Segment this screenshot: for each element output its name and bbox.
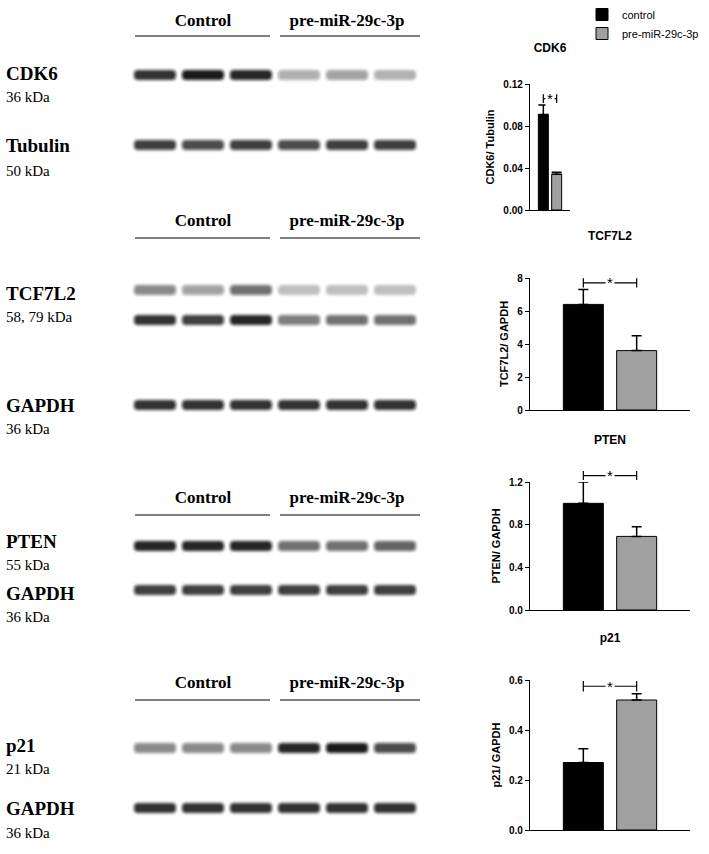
svg-text:21 kDa: 21 kDa [6,761,50,777]
svg-text:0.00: 0.00 [503,205,523,216]
svg-text:0.0: 0.0 [509,825,523,836]
svg-text:Control: Control [175,11,232,30]
svg-text:PTEN/ GAPDH: PTEN/ GAPDH [490,508,502,583]
svg-text:0: 0 [517,405,523,416]
svg-text:0.12: 0.12 [503,79,523,90]
svg-text:2: 2 [517,372,523,383]
svg-text:PTEN: PTEN [6,531,57,552]
svg-text:Control: Control [175,488,232,507]
svg-text:GAPDH: GAPDH [6,583,75,604]
svg-text:TCF7L2: TCF7L2 [588,229,632,243]
svg-text:GAPDH: GAPDH [6,798,75,819]
svg-text:pre-miR-29c-3p: pre-miR-29c-3p [290,11,405,30]
svg-text:*: * [607,467,613,484]
svg-text:36 kDa: 36 kDa [6,825,50,841]
svg-text:0.8: 0.8 [509,519,523,530]
svg-text:0.08: 0.08 [503,121,523,132]
svg-text:4: 4 [517,339,523,350]
svg-text:36 kDa: 36 kDa [6,609,50,625]
svg-text:36 kDa: 36 kDa [6,421,50,437]
svg-text:CDK6: CDK6 [534,41,567,55]
svg-text:p21: p21 [600,631,621,645]
svg-text:0.6: 0.6 [509,675,523,686]
svg-text:TCF7L2/ GAPDH: TCF7L2/ GAPDH [498,301,510,387]
svg-text:CDK6/ Tubulin: CDK6/ Tubulin [484,109,496,184]
svg-text:6: 6 [517,306,523,317]
svg-text:pre-miR-29c-3p: pre-miR-29c-3p [290,673,405,692]
svg-text:pre-miR-29c-3p: pre-miR-29c-3p [290,488,405,507]
svg-text:36 kDa: 36 kDa [6,89,50,105]
svg-text:pre-miR-29c-3p: pre-miR-29c-3p [622,28,698,40]
svg-text:CDK6: CDK6 [6,63,58,84]
svg-text:0.4: 0.4 [509,725,523,736]
svg-text:0.2: 0.2 [509,775,523,786]
svg-text:TCF7L2: TCF7L2 [6,283,76,304]
svg-text:Tubulin: Tubulin [6,135,70,156]
svg-text:pre-miR-29c-3p: pre-miR-29c-3p [290,211,405,230]
svg-text:0.4: 0.4 [509,562,523,573]
svg-text:p21: p21 [6,735,36,756]
svg-text:Control: Control [175,673,232,692]
svg-text:Control: Control [175,211,232,230]
svg-text:*: * [607,274,613,291]
svg-text:55 kDa: 55 kDa [6,557,50,573]
svg-text:*: * [547,90,553,107]
svg-text:0.0: 0.0 [509,605,523,616]
svg-text:p21/ GAPDH: p21/ GAPDH [490,723,502,788]
svg-text:*: * [607,678,613,695]
svg-text:PTEN: PTEN [594,433,626,447]
svg-text:50 kDa: 50 kDa [6,163,50,179]
svg-text:58, 79 kDa: 58, 79 kDa [6,309,73,325]
svg-text:8: 8 [517,273,523,284]
svg-text:1.2: 1.2 [509,477,523,488]
svg-text:GAPDH: GAPDH [6,395,75,416]
svg-text:control: control [622,9,655,21]
svg-text:0.04: 0.04 [503,163,523,174]
